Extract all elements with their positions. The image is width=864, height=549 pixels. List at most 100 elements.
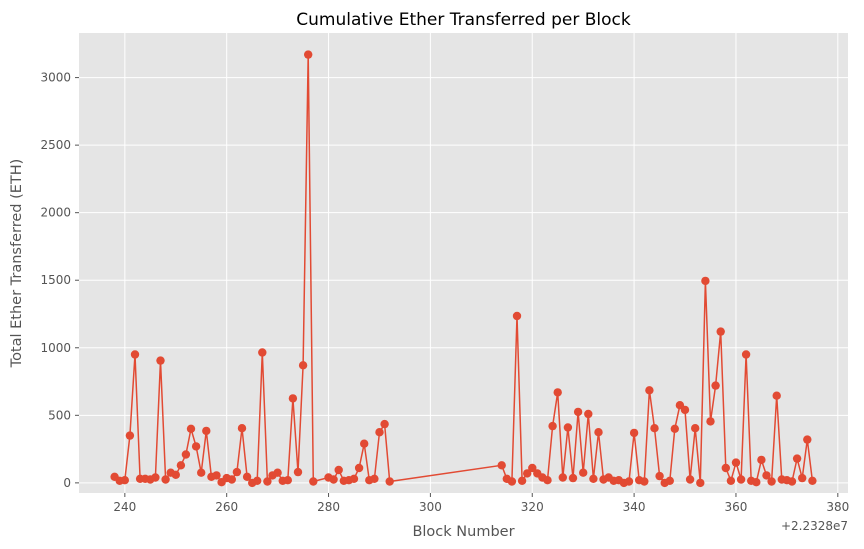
- data-point: [650, 424, 659, 433]
- x-axis-label: Block Number: [412, 524, 514, 540]
- data-point: [334, 465, 343, 475]
- chart-title: Cumulative Ether Transferred per Block: [296, 10, 631, 30]
- data-point: [787, 477, 797, 486]
- data-point: [655, 471, 664, 481]
- data-point: [808, 476, 817, 485]
- data-point: [380, 419, 389, 429]
- data-point: [130, 350, 140, 359]
- data-point: [706, 417, 715, 426]
- data-point: [232, 467, 242, 477]
- x-tick-label: 320: [521, 500, 544, 514]
- data-point: [191, 442, 201, 451]
- data-point: [197, 468, 206, 477]
- data-point: [151, 473, 160, 482]
- data-point: [594, 428, 603, 437]
- data-point: [370, 474, 379, 483]
- y-tick-label: 1500: [40, 273, 71, 287]
- data-point: [711, 381, 720, 390]
- data-point: [757, 455, 766, 465]
- data-point: [553, 388, 562, 397]
- data-point: [528, 463, 537, 473]
- x-tick-label: 280: [317, 500, 340, 514]
- grid-lines: [79, 33, 848, 493]
- data-point: [731, 458, 741, 467]
- data-point: [543, 476, 552, 485]
- y-tick-label: 0: [63, 476, 71, 490]
- data-point: [691, 424, 700, 433]
- data-point: [548, 421, 557, 431]
- plot-area: [79, 33, 848, 493]
- x-tick-label: 240: [113, 500, 136, 514]
- data-point: [568, 473, 578, 483]
- data-point: [202, 426, 211, 436]
- x-tick-label: 360: [725, 500, 748, 514]
- data-point: [741, 350, 751, 359]
- data-point: [767, 477, 776, 486]
- y-tick-label: 500: [48, 408, 71, 422]
- data-point: [685, 475, 695, 484]
- data-point: [762, 471, 771, 480]
- data-point: [517, 476, 527, 485]
- data-point: [563, 423, 573, 432]
- data-point: [701, 276, 710, 286]
- data-point: [309, 477, 318, 486]
- data-point: [640, 477, 649, 486]
- data-point: [293, 467, 303, 477]
- x-tick-labels: 240 260 280 300 320 340 360 380: [113, 493, 849, 514]
- data-point: [375, 428, 384, 437]
- data-point: [670, 424, 679, 433]
- series-markers: [110, 50, 817, 488]
- data-point: [589, 474, 598, 483]
- data-point: [696, 478, 705, 488]
- data-point: [171, 470, 180, 479]
- data-point: [385, 477, 394, 486]
- data-point: [798, 473, 807, 483]
- x-tick-label: 300: [419, 500, 442, 514]
- y-tick-label: 2000: [40, 206, 71, 220]
- data-point: [680, 405, 690, 415]
- data-point: [125, 431, 135, 440]
- data-point: [584, 409, 593, 419]
- x-tick-label: 260: [215, 500, 238, 514]
- x-tick-label: 340: [623, 500, 646, 514]
- data-point: [298, 361, 308, 370]
- data-point: [329, 475, 338, 484]
- data-point: [360, 439, 369, 448]
- y-tick-label: 1000: [40, 341, 71, 355]
- data-point: [304, 50, 313, 59]
- data-point: [273, 468, 282, 477]
- data-point: [349, 474, 359, 483]
- data-point: [258, 348, 267, 357]
- data-point: [120, 476, 129, 485]
- data-point: [186, 424, 196, 433]
- data-point: [242, 472, 252, 481]
- x-tick-label: 380: [826, 500, 849, 514]
- y-tick-label: 3000: [40, 71, 71, 85]
- x-offset-label: +2.2328e7: [781, 519, 848, 533]
- data-point: [283, 476, 292, 485]
- data-point: [752, 478, 761, 487]
- data-point: [212, 471, 221, 480]
- data-point: [523, 469, 532, 478]
- y-tick-label: 2500: [40, 138, 71, 152]
- data-point: [558, 473, 567, 482]
- data-point: [792, 454, 802, 463]
- data-point: [354, 463, 364, 473]
- data-point: [263, 477, 272, 486]
- data-point: [716, 327, 725, 336]
- data-point: [253, 476, 262, 485]
- data-point: [665, 476, 674, 485]
- y-tick-labels: 0 500 1000 1500 2000 2500 3000: [40, 71, 79, 490]
- y-axis-label: Total Ether Transferred (ETH): [9, 159, 25, 369]
- data-point: [181, 450, 191, 459]
- data-point: [237, 424, 247, 433]
- data-point: [497, 461, 506, 470]
- data-point: [512, 311, 522, 321]
- data-point: [772, 391, 781, 400]
- data-point: [156, 356, 165, 365]
- data-point: [721, 463, 730, 473]
- data-point: [624, 477, 634, 486]
- data-point: [507, 477, 517, 486]
- data-point: [803, 435, 812, 444]
